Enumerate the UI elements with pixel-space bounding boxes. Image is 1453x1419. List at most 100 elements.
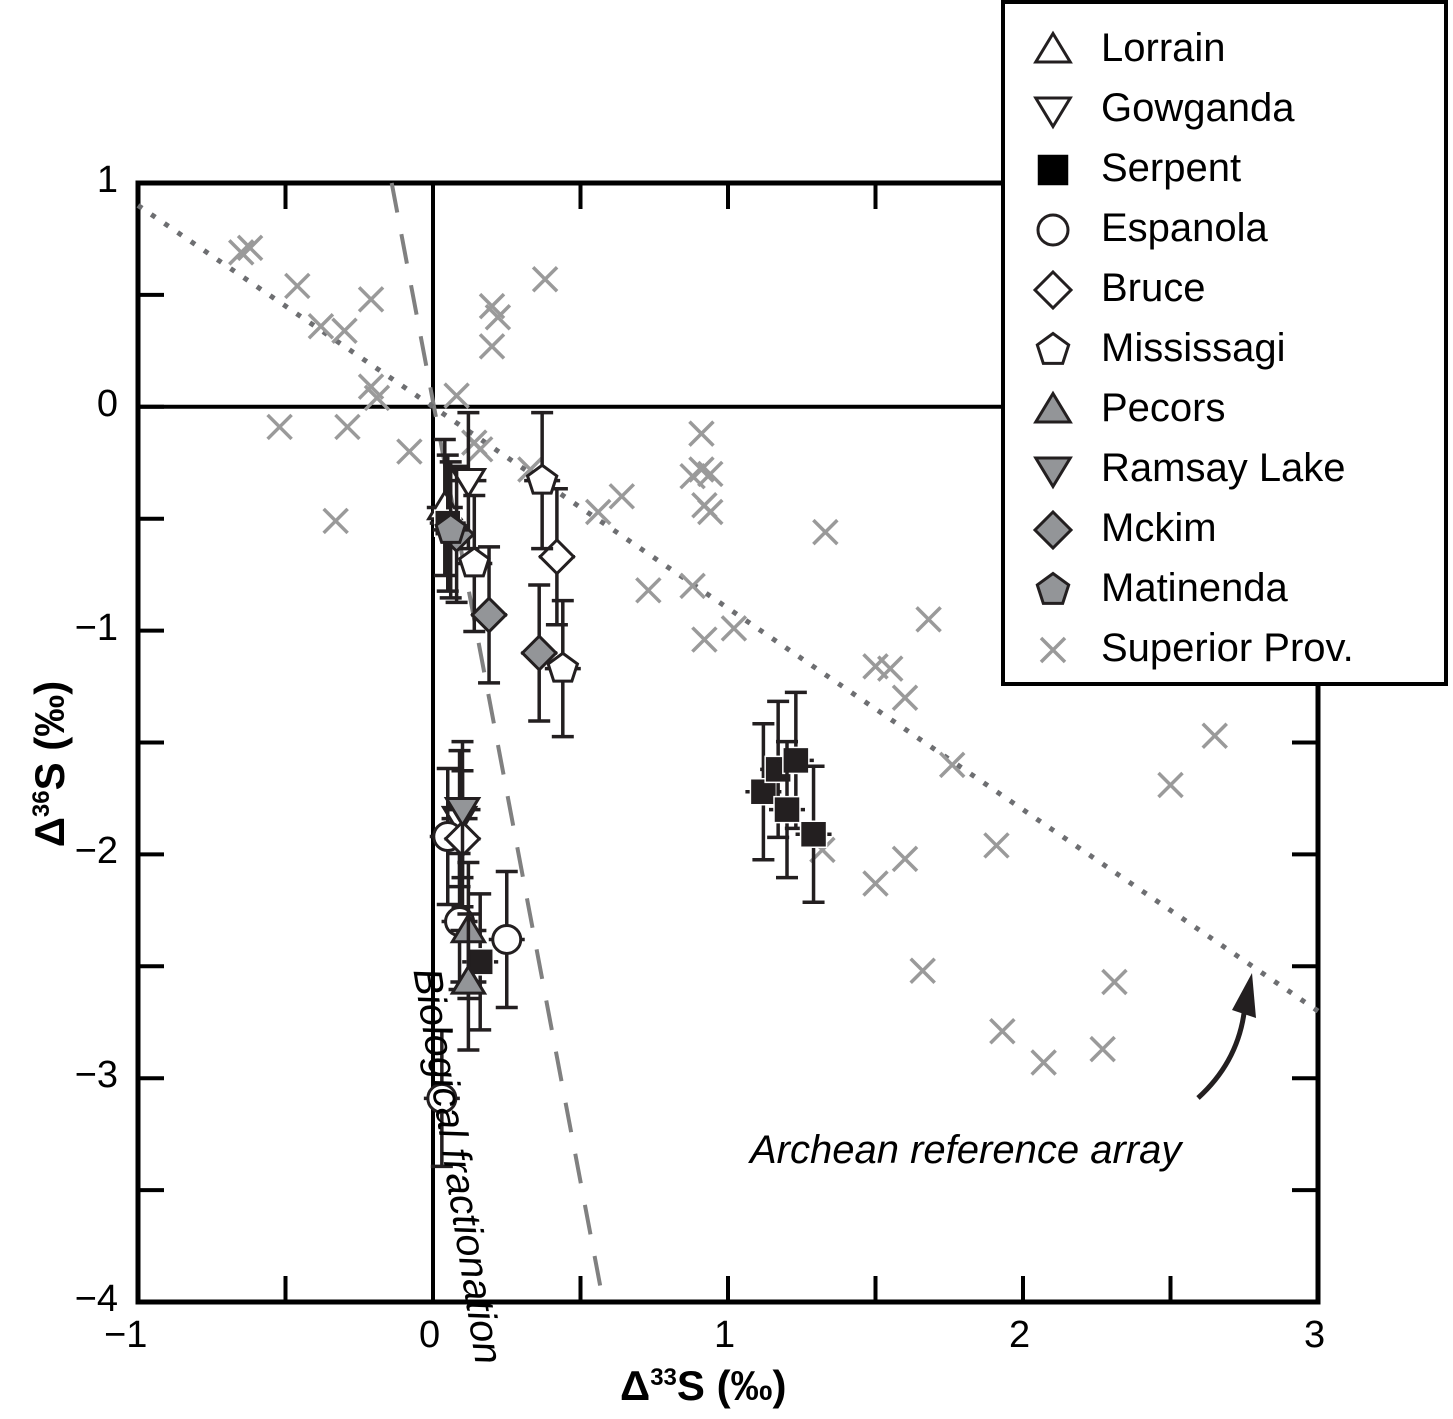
y-tick-label: −4 [74,1278,118,1320]
superior-prov-point [266,413,293,441]
sample-point [449,912,488,1052]
superior-prov-point [891,845,919,873]
superior-prov-point [484,304,512,331]
y-tick-label: −1 [74,606,118,649]
superior-prov-point [688,420,715,447]
biological-fractionation-line [389,182,604,1292]
sample-point [520,583,559,723]
superior-prov-point [989,1017,1016,1045]
legend-item: Bruce [1005,258,1444,318]
gray-x-icon [1039,636,1067,664]
legend-label: Ramsay Lake [1101,446,1346,490]
superior-prov-point [862,870,889,897]
superior-prov-point [679,572,706,600]
x-label-rest: S (‰) [676,1362,787,1409]
superior-prov-point [236,234,264,262]
superior-prov-point [307,312,335,340]
gray-triangle-down-icon [1033,456,1073,490]
superior-prov-point [909,957,936,985]
legend: Lorrain Gowganda Serpent Espanola Bruce Missi… [1001,0,1448,686]
legend-label: Matinenda [1101,566,1288,610]
legend-label: Mckim [1101,506,1217,550]
superior-prov-point [891,684,919,711]
superior-prov-point [1201,722,1228,750]
superior-prov-point [284,272,311,300]
legend-item: Espanola [1005,198,1444,258]
sample-point [769,739,805,880]
y-label-superscript: 36 [28,790,55,818]
open-triangle-down-icon [1033,96,1073,130]
sample-point [544,598,581,739]
legend-item: Lorrain [1005,18,1444,78]
arrow-curve [1196,1004,1248,1100]
reference-lines [136,182,1320,1292]
archean-reference-array-label: Archean reference array [750,1128,1182,1172]
arrow-head-icon [1232,973,1256,1018]
sample-point [432,460,469,600]
legend-label: Bruce [1101,266,1206,310]
superior-prov-point [531,265,559,293]
superior-prov-point [938,751,966,779]
legend-label: Gowganda [1101,86,1295,130]
x-label-delta: Δ [620,1362,651,1409]
superior-prov-point [877,655,904,682]
sample-point [488,869,525,1010]
sample-point [443,739,482,880]
legend-label: Pecors [1101,386,1226,430]
sample-point [470,545,508,685]
superior-prov-point [915,606,942,633]
legend-item: Mckim [1005,498,1444,558]
gray-pentagon-icon [1035,571,1071,605]
superior-prov-point [1089,1035,1116,1063]
superior-prov-point [584,498,612,526]
superior-prov-point [334,413,361,441]
sample-point [456,493,493,634]
superior-prov-point [443,382,470,409]
x-tick-label: 0 [419,1314,441,1356]
legend-item: Gowganda [1005,78,1444,138]
sample-point [745,721,782,862]
x-tick-label: 3 [1304,1314,1326,1356]
legend-item: Pecors [1005,378,1444,438]
open-triangle-up-icon [1033,30,1073,64]
y-tick-label: −2 [74,830,118,873]
filled-black-square-icon [1036,153,1070,187]
x-label-superscript: 33 [650,1364,677,1391]
legend-label: Espanola [1101,206,1268,250]
legend-item: Matinenda [1005,558,1444,618]
x-tick-label: 1 [714,1314,736,1356]
legend-item: Superior Prov. [1005,618,1444,678]
sample-point [795,764,832,905]
superior-prov-point [478,333,506,360]
superior-prov-point [1101,968,1128,996]
legend-item: Ramsay Lake [1005,438,1444,498]
x-tick-label: −1 [104,1314,148,1356]
y-axis-label: Δ36S (‰) [26,634,74,894]
legend-label: Superior Prov. [1101,626,1354,670]
superior-prov-point [228,239,255,266]
y-tick-label: 1 [96,159,118,201]
superior-prov-point [322,507,349,535]
superior-prov-point [466,436,494,463]
y-label-delta: Δ [26,817,73,848]
superior-prov-point [720,615,748,642]
legend-label: Mississagi [1101,326,1286,370]
open-diamond-icon [1032,269,1074,311]
sample-point [537,486,576,627]
sample-point [423,1028,460,1169]
x-tick-label: 2 [1009,1314,1031,1356]
superior-prov-point [691,626,718,653]
superior-prov-point [1030,1049,1057,1076]
legend-item: Serpent [1005,138,1444,198]
superior-prov-point [688,456,715,483]
superior-prov-point [635,577,662,604]
superior-prov-point [357,286,385,313]
superior-prov-point [396,438,423,465]
gray-diamond-icon [1032,509,1074,551]
legend-item: Mississagi [1005,318,1444,378]
superior-prov-point [983,832,1010,859]
y-label-rest: S (‰) [26,680,73,791]
y-tick-label: 0 [96,382,118,425]
legend-label: Serpent [1101,146,1242,190]
y-tick-label: −3 [74,1054,118,1097]
